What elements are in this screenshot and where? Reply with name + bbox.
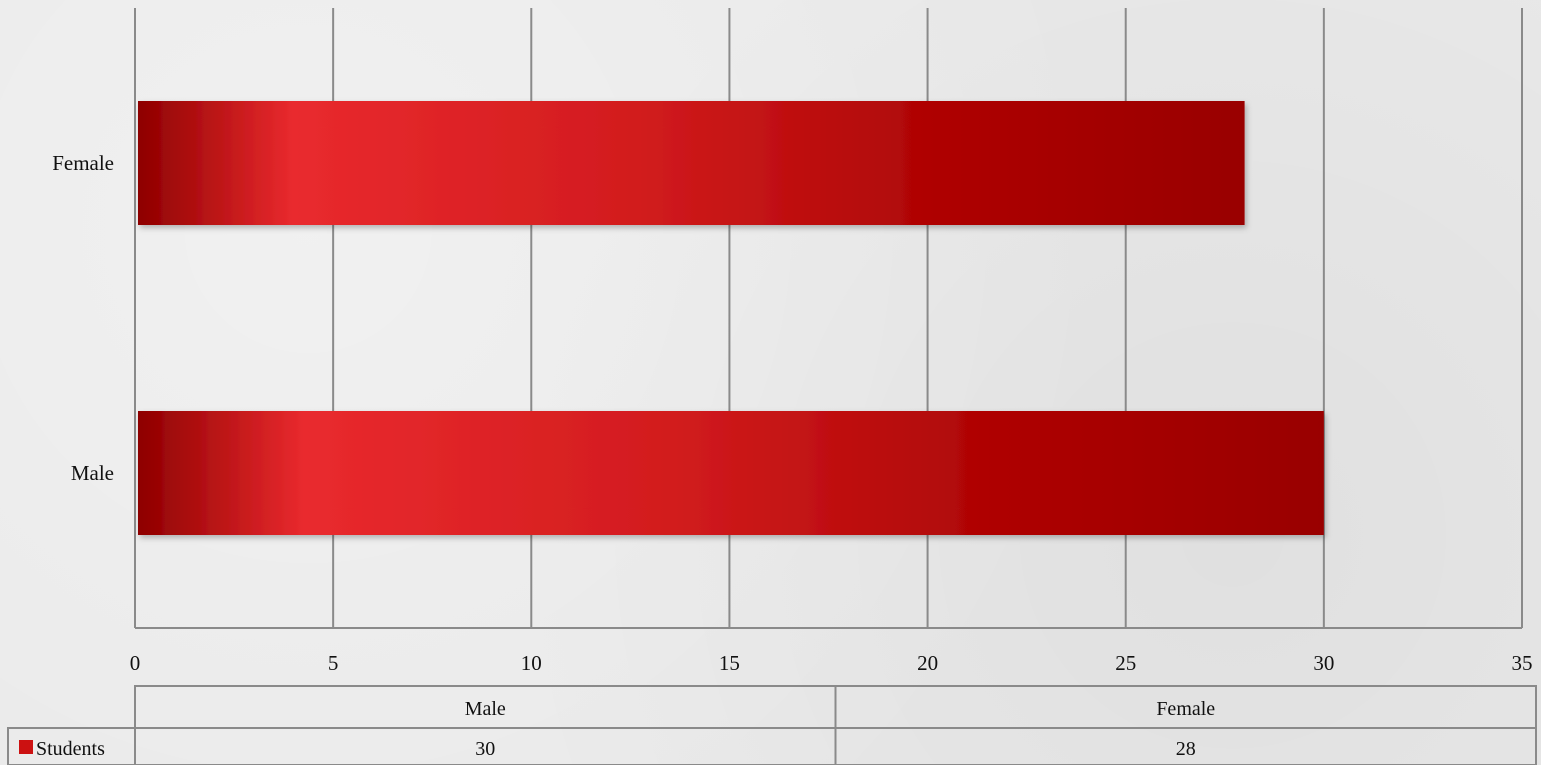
bar-female xyxy=(138,101,1245,225)
category-label-female: Female xyxy=(52,151,114,175)
data-table: Male 30 Female 28 Students xyxy=(7,685,1537,765)
x-tick-label-25: 25 xyxy=(1115,651,1136,675)
category-label-male: Male xyxy=(71,461,114,485)
x-tick-label-0: 0 xyxy=(130,651,141,675)
table-header-male: Male xyxy=(465,698,506,720)
table-value-female: 28 xyxy=(1176,738,1196,760)
x-tick-label-5: 5 xyxy=(328,651,339,675)
table-data-row xyxy=(7,727,1537,765)
labels: 0 5 10 15 20 25 30 35 Male Female xyxy=(52,151,1532,675)
legend-key-swatch xyxy=(19,740,33,754)
x-tick-label-20: 20 xyxy=(917,651,938,675)
table-value-male: 30 xyxy=(475,738,495,760)
table-header-female: Female xyxy=(1156,698,1215,720)
x-tick-label-35: 35 xyxy=(1512,651,1533,675)
x-tick-label-15: 15 xyxy=(719,651,740,675)
x-tick-label-30: 30 xyxy=(1313,651,1334,675)
x-tick-label-10: 10 xyxy=(521,651,542,675)
legend-series-label: Students xyxy=(36,738,105,760)
bars xyxy=(138,101,1324,535)
bar-male xyxy=(138,411,1324,535)
